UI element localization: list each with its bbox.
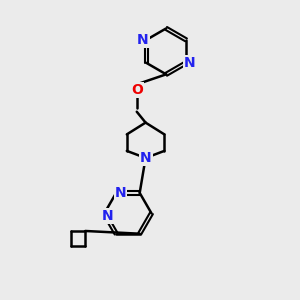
Text: N: N xyxy=(115,186,126,200)
Text: N: N xyxy=(102,209,114,223)
Text: N: N xyxy=(140,151,152,165)
Text: N: N xyxy=(184,56,195,70)
Text: O: O xyxy=(131,82,143,97)
Text: N: N xyxy=(137,33,148,47)
